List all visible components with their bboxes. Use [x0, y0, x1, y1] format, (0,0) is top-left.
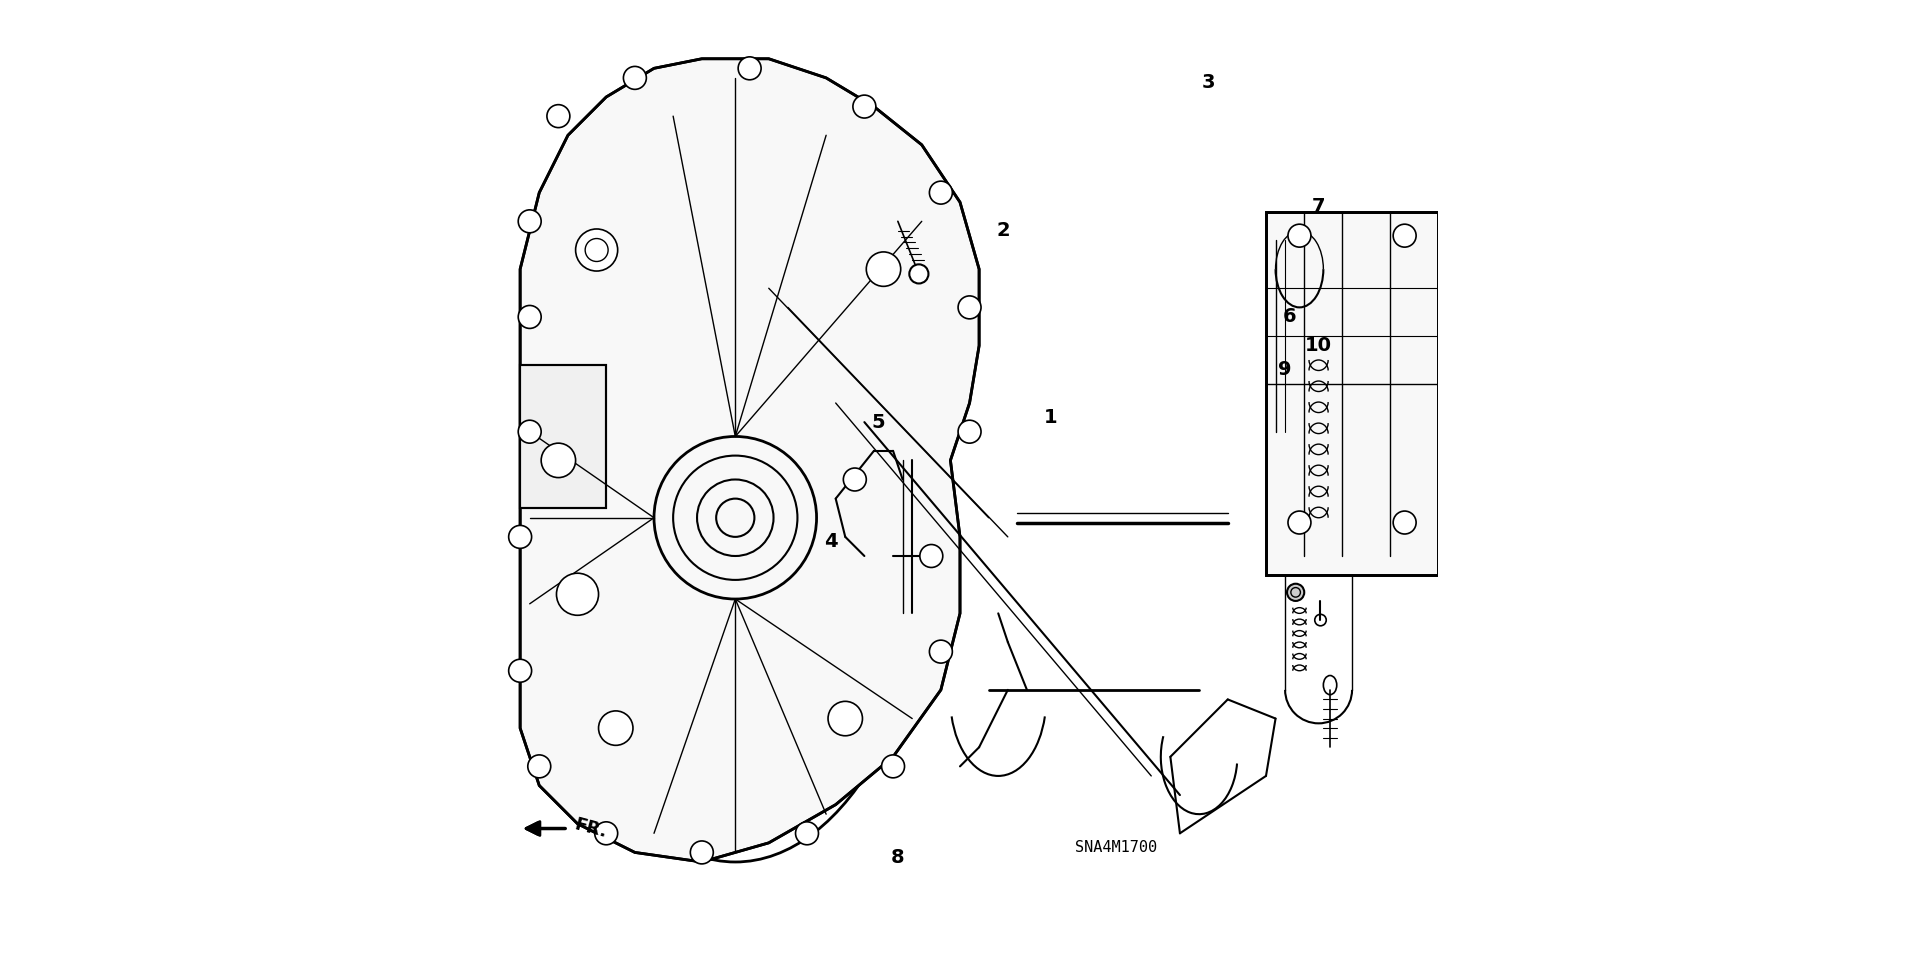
Polygon shape: [1265, 212, 1438, 575]
Text: 5: 5: [872, 412, 885, 432]
Circle shape: [1288, 224, 1311, 247]
Circle shape: [866, 252, 900, 287]
Circle shape: [929, 641, 952, 663]
Text: SNA4M1700: SNA4M1700: [1075, 840, 1158, 855]
Circle shape: [528, 755, 551, 778]
Text: FR.: FR.: [572, 815, 609, 841]
Polygon shape: [520, 364, 607, 508]
Polygon shape: [520, 58, 979, 862]
Circle shape: [624, 66, 647, 89]
Circle shape: [518, 210, 541, 233]
Circle shape: [557, 573, 599, 616]
Circle shape: [920, 545, 943, 568]
Text: 6: 6: [1283, 308, 1296, 326]
Circle shape: [599, 711, 634, 745]
Circle shape: [881, 755, 904, 778]
Circle shape: [843, 468, 866, 491]
Circle shape: [1394, 511, 1417, 534]
Circle shape: [541, 443, 576, 478]
Text: 1: 1: [1044, 408, 1058, 427]
Circle shape: [795, 822, 818, 845]
Circle shape: [1288, 511, 1311, 534]
Text: 3: 3: [1202, 73, 1215, 92]
Circle shape: [518, 420, 541, 443]
Circle shape: [828, 701, 862, 736]
Circle shape: [910, 265, 929, 284]
Circle shape: [509, 526, 532, 549]
Circle shape: [737, 57, 760, 80]
Text: 9: 9: [1279, 360, 1292, 379]
Circle shape: [547, 105, 570, 128]
Text: 2: 2: [996, 222, 1010, 241]
Circle shape: [576, 229, 618, 271]
Circle shape: [1394, 224, 1417, 247]
Text: 8: 8: [891, 848, 904, 867]
Circle shape: [518, 306, 541, 328]
Circle shape: [595, 822, 618, 845]
Circle shape: [509, 659, 532, 682]
Circle shape: [958, 420, 981, 443]
Text: 10: 10: [1306, 336, 1332, 355]
Circle shape: [929, 181, 952, 204]
Text: 7: 7: [1311, 198, 1325, 217]
Circle shape: [691, 841, 714, 864]
Circle shape: [958, 296, 981, 318]
Circle shape: [852, 95, 876, 118]
Circle shape: [1286, 584, 1304, 601]
Text: 4: 4: [824, 532, 837, 551]
